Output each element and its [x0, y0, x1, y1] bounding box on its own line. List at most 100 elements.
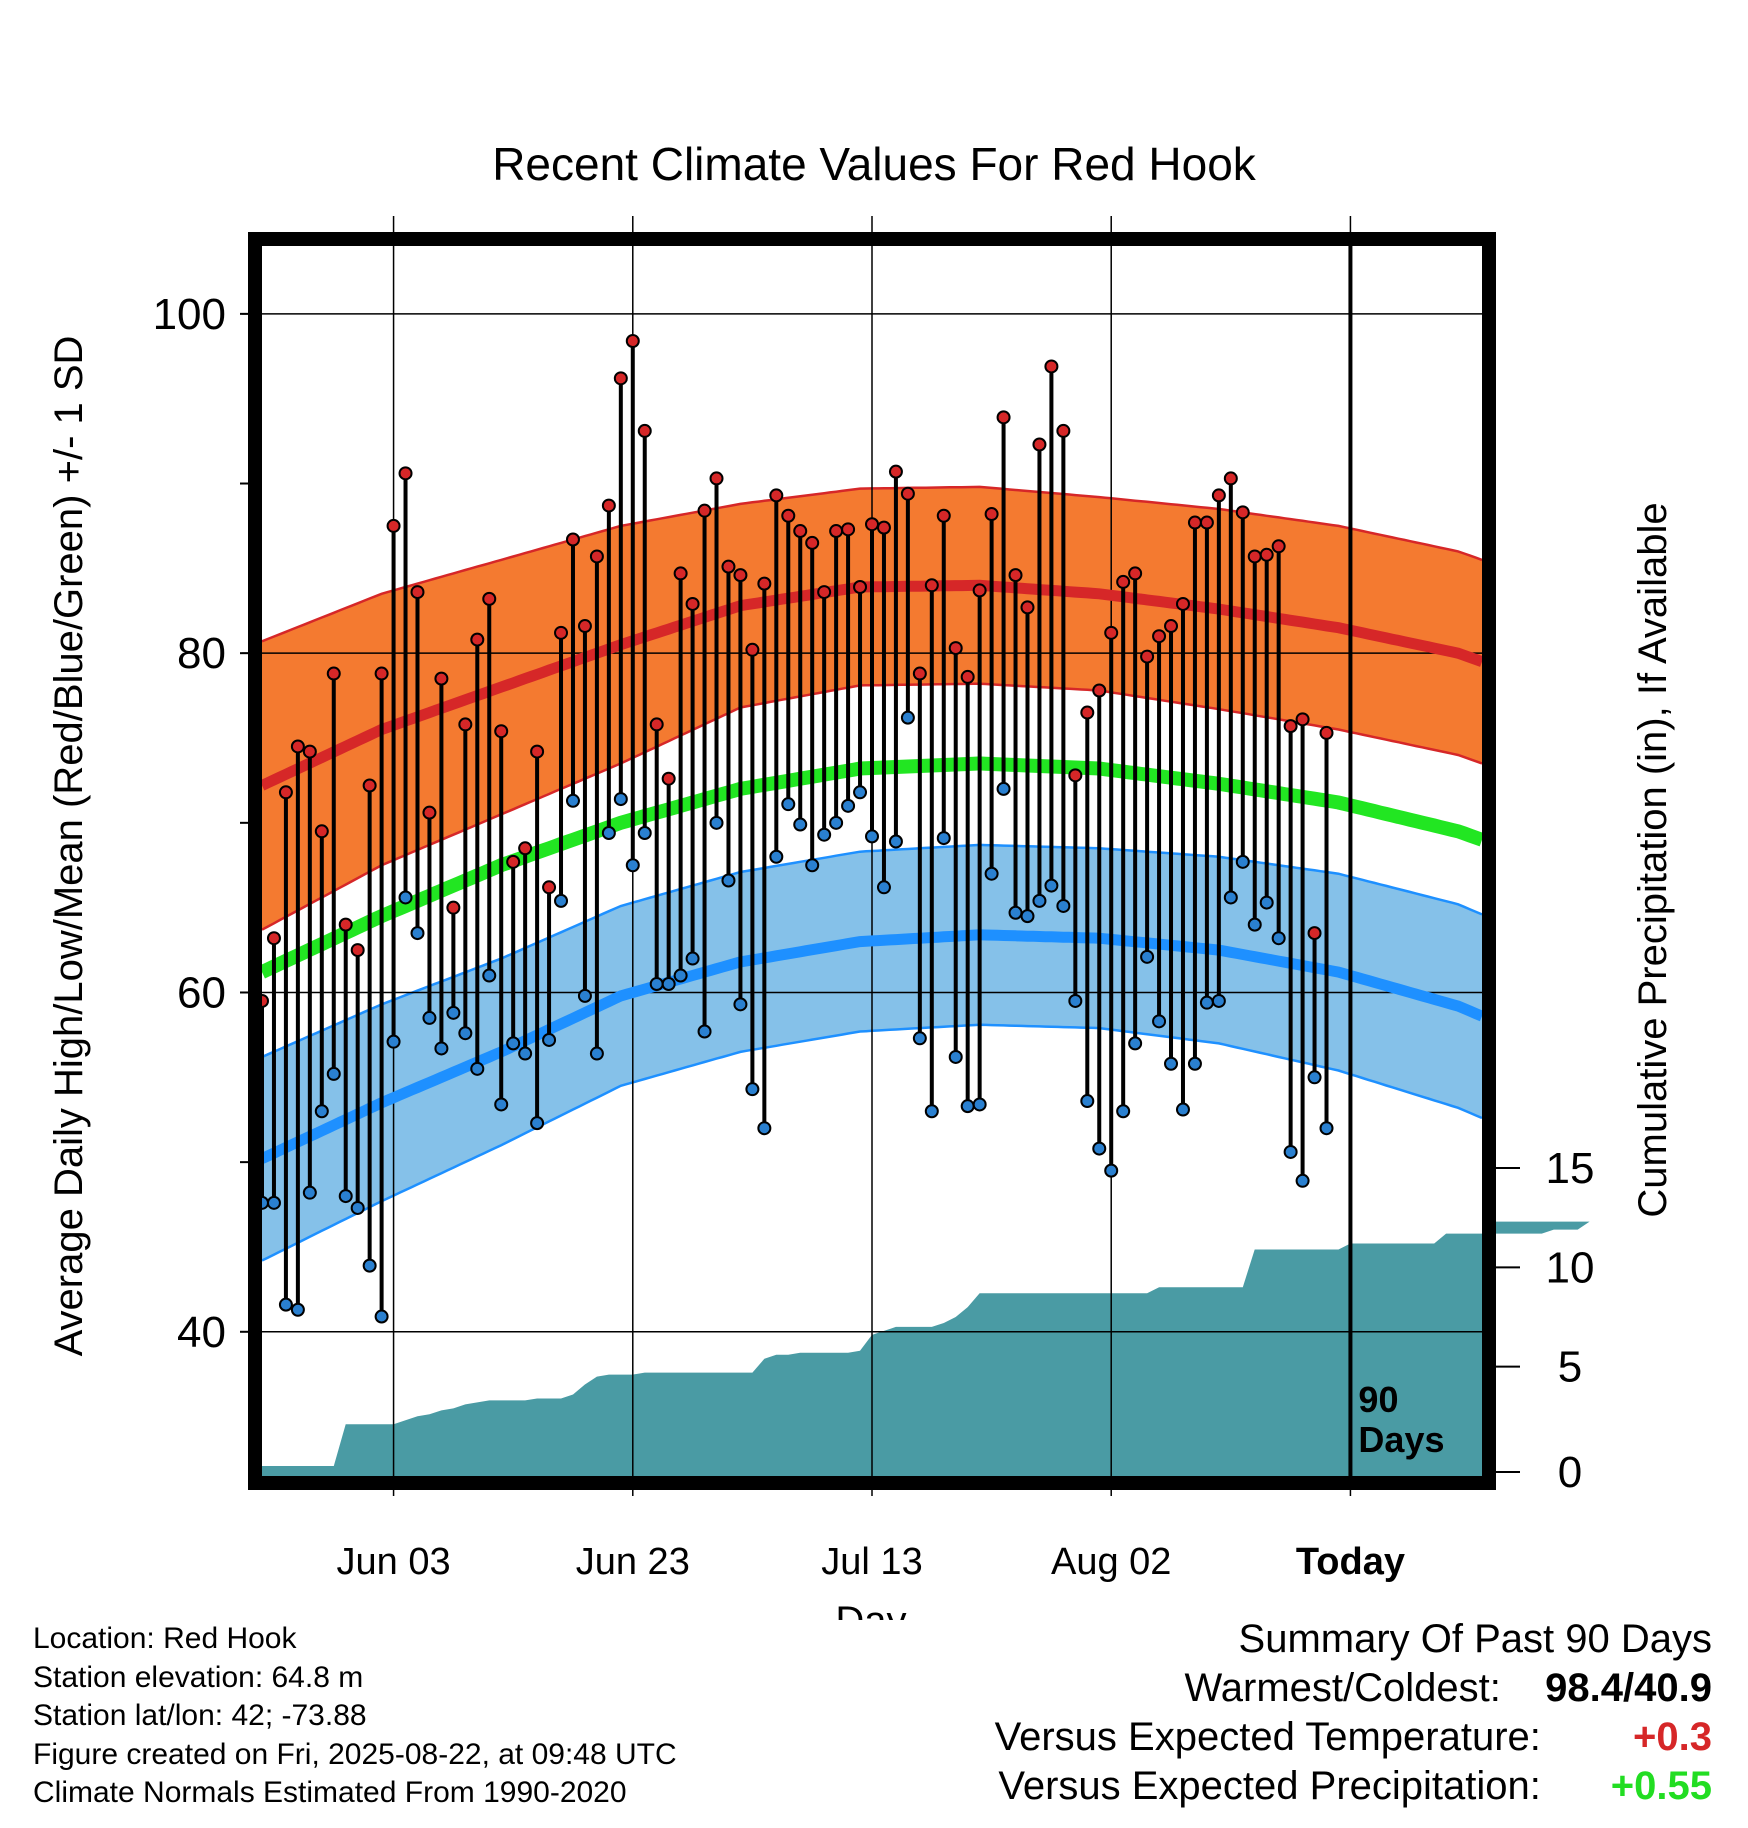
daily-high-point — [302, 744, 317, 759]
daily-low-point — [1164, 1056, 1179, 1071]
y-tick-label: 60 — [177, 968, 226, 1017]
daily-low-point — [900, 710, 915, 725]
daily-low-point — [1104, 1163, 1119, 1178]
daily-high-point — [314, 824, 329, 839]
daily-high-point — [434, 671, 449, 686]
daily-high-point — [841, 522, 856, 537]
daily-high-point — [1247, 549, 1262, 564]
precip-area — [262, 1221, 1748, 1476]
daily-high-point — [1104, 625, 1119, 640]
daily-low-point — [685, 951, 700, 966]
daily-high-point — [1164, 619, 1179, 634]
daily-high-point — [733, 568, 748, 583]
daily-low-point — [865, 829, 879, 844]
daily-low-point — [841, 798, 856, 813]
daily-low-point — [326, 1066, 341, 1081]
x-tick-label: Today — [1296, 1541, 1405, 1583]
daily-low-point — [673, 968, 688, 983]
daily-low-point — [554, 893, 569, 908]
x-tick-label: Jul 13 — [821, 1541, 922, 1583]
daily-low-point — [302, 1185, 317, 1200]
daily-low-point — [542, 1032, 557, 1047]
window-label-number: 90 — [1358, 1379, 1398, 1420]
daily-low-point — [1140, 949, 1155, 964]
daily-low-point — [362, 1258, 377, 1273]
daily-high-point — [960, 669, 975, 684]
daily-low-point — [506, 1036, 521, 1051]
daily-low-point — [1283, 1144, 1298, 1159]
daily-high-point — [554, 625, 569, 640]
daily-low-point — [386, 1034, 401, 1049]
precip-anomaly-label: Versus Expected Precipitation: — [998, 1764, 1541, 1808]
daily-high-point — [781, 508, 796, 523]
daily-low-point — [793, 817, 808, 832]
normal-low-line — [259, 929, 1485, 1164]
daily-high-point — [948, 641, 963, 656]
daily-high-point — [984, 507, 999, 522]
daily-low-point — [1223, 890, 1238, 905]
daily-low-point — [446, 1005, 461, 1020]
daily-high-point — [1271, 539, 1286, 554]
station-info: Location: Red Hook Station elevation: 64… — [33, 1620, 677, 1813]
summary-temperature: Versus Expected Temperature: +0.3 — [995, 1713, 1712, 1762]
daily-low-point — [398, 890, 413, 905]
daily-high-point — [649, 717, 664, 732]
daily-high-point — [709, 471, 724, 486]
daily-low-point — [1092, 1141, 1107, 1156]
daily-low-point — [601, 826, 616, 841]
daily-low-point — [1020, 909, 1035, 924]
window-label-unit: Days — [1358, 1419, 1444, 1460]
climate-chart: Recent Climate Values For Red Hook 90Day… — [47, 138, 1748, 1620]
y2-axis-label: Cumulative Precipitation (in), If Availa… — [1631, 502, 1675, 1217]
info-created: Figure created on Fri, 2025-08-22, at 09… — [33, 1737, 677, 1771]
daily-low-point — [1032, 893, 1047, 908]
daily-high-point — [888, 464, 903, 479]
daily-high-point — [542, 880, 557, 895]
daily-low-point — [434, 1041, 449, 1056]
daily-low-point — [1295, 1173, 1310, 1188]
daily-low-point — [374, 1309, 389, 1324]
daily-low-point — [1271, 931, 1286, 946]
daily-low-point — [1307, 1070, 1322, 1085]
warmest-coldest-value: 98.4/40.9 — [1545, 1666, 1712, 1710]
info-latlon: Station lat/lon: 42; -73.88 — [33, 1699, 367, 1732]
daily-low-point — [876, 880, 891, 895]
daily-high-point — [817, 585, 832, 600]
daily-low-point — [697, 1024, 712, 1039]
daily-low-point — [410, 926, 425, 941]
daily-low-point — [757, 1121, 772, 1136]
chart-title: Recent Climate Values For Red Hook — [492, 138, 1257, 190]
x-tick-label: Aug 02 — [1051, 1541, 1171, 1583]
daily-high-point — [1128, 566, 1143, 581]
summary-precipitation: Versus Expected Precipitation: +0.55 — [995, 1762, 1712, 1811]
daily-low-point — [1128, 1036, 1143, 1051]
x-tick-label: Jun 23 — [576, 1541, 690, 1583]
daily-high-point — [518, 841, 533, 856]
daily-high-point — [1020, 600, 1035, 615]
daily-low-point — [745, 1082, 760, 1097]
daily-high-point — [350, 943, 365, 958]
daily-high-point — [1223, 471, 1238, 486]
temp-anomaly-label: Versus Expected Temperature: — [994, 1715, 1541, 1759]
daily-high-point — [1319, 725, 1334, 740]
daily-low-point — [960, 1099, 975, 1114]
daily-low-point — [1235, 854, 1250, 869]
x-axis-label: Day — [835, 1599, 906, 1620]
daily-low-point — [769, 849, 784, 864]
daily-low-point — [924, 1104, 939, 1119]
daily-high-point — [565, 532, 580, 547]
daily-low-point — [1068, 993, 1083, 1008]
daily-high-point — [1068, 768, 1083, 783]
y2-tick-label: 15 — [1546, 1144, 1595, 1193]
daily-low-point — [1211, 993, 1226, 1008]
daily-high-point — [625, 334, 640, 349]
daily-high-point — [793, 524, 808, 539]
summary-warmest-coldest: Warmest/Coldest: 98.4/40.9 — [995, 1664, 1713, 1713]
daily-low-point — [709, 815, 724, 830]
daily-low-point — [1319, 1121, 1334, 1136]
daily-low-point — [912, 1031, 927, 1046]
daily-high-point — [637, 423, 652, 438]
plot-frame — [248, 232, 1496, 1490]
daily-low-point — [338, 1189, 353, 1204]
daily-high-point — [374, 666, 389, 681]
